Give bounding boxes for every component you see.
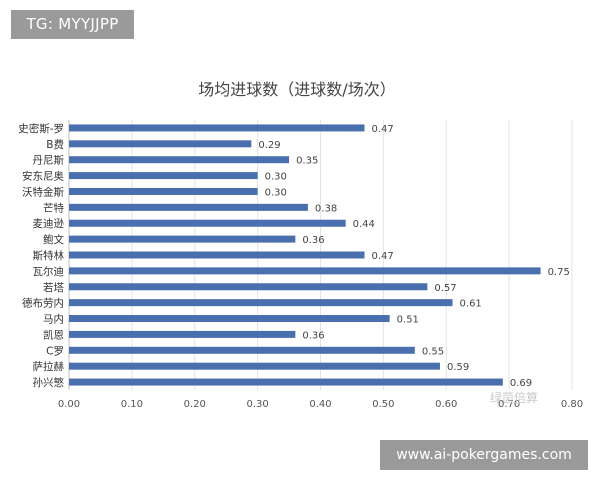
x-tick-label: 0.40 — [309, 399, 331, 410]
data-label: 0.47 — [372, 251, 394, 262]
category-label: 斯特林 — [33, 249, 65, 262]
bar — [69, 346, 415, 354]
category-label: 安东尼奥 — [22, 170, 64, 183]
bar — [69, 140, 252, 148]
category-label: C罗 — [46, 345, 64, 357]
website-badge: www.ai-pokergames.com — [380, 440, 588, 470]
bar — [69, 315, 390, 323]
data-label: 0.51 — [397, 315, 419, 326]
bar — [69, 378, 503, 386]
x-tick-label: 0.80 — [561, 399, 583, 410]
x-tick-label: 0.00 — [58, 399, 80, 410]
data-label: 0.75 — [548, 267, 570, 278]
x-tick-label: 0.30 — [246, 399, 268, 410]
data-label: 0.69 — [510, 378, 532, 389]
data-label: 0.36 — [302, 330, 324, 341]
bar — [69, 283, 428, 291]
category-labels: 史密斯-罗 B费丹尼斯安东尼奥沃特金斯芒特麦迪逊鲍文斯特林瓦尔迪若塔德布劳内马内凯… — [18, 122, 64, 389]
bar — [69, 251, 365, 259]
data-label: 0.44 — [353, 219, 375, 230]
category-label: 德布劳内 — [22, 297, 64, 310]
data-label: 0.30 — [265, 172, 287, 183]
x-tick-labels: 0.00 0.10 0.20 0.30 0.40 0.50 0.60 0.70 0.80 — [58, 399, 583, 410]
category-label: 凯恩 — [43, 328, 64, 341]
bar — [69, 219, 346, 227]
bar — [69, 330, 296, 338]
category-label: B费 — [46, 138, 64, 151]
data-label: 0.29 — [258, 140, 280, 151]
bar — [69, 362, 440, 370]
data-label: 0.47 — [372, 124, 394, 135]
bar — [69, 187, 258, 195]
data-label: 0.30 — [265, 187, 287, 198]
bar — [69, 299, 453, 307]
bar — [69, 203, 308, 211]
bar — [69, 172, 258, 180]
bar — [69, 156, 290, 164]
category-label: 孙兴慜 — [33, 376, 65, 389]
x-tick-label: 0.10 — [121, 399, 143, 410]
chart-title: 场均进球数（进球数/场次） — [198, 80, 395, 99]
bars — [69, 124, 541, 386]
bar — [69, 124, 365, 132]
x-tick-label: 0.60 — [435, 399, 457, 410]
category-label: 芒特 — [43, 201, 64, 214]
category-label: 马内 — [43, 313, 64, 326]
data-label: 0.35 — [296, 156, 318, 167]
data-labels: 0.47 0.29 0.35 0.30 0.30 0.38 0.44 0.36 0.47 0.75… — [258, 124, 569, 389]
x-tick-label: 0.50 — [372, 399, 394, 410]
category-label: 萨拉赫 — [33, 360, 65, 373]
category-label: 丹尼斯 — [33, 154, 65, 167]
data-label: 0.57 — [434, 283, 456, 294]
data-label: 0.59 — [447, 362, 469, 373]
category-label: 史密斯-罗 — [18, 122, 64, 135]
category-label: 麦迪逊 — [33, 218, 65, 230]
category-label: 若塔 — [43, 281, 64, 294]
bar — [69, 267, 541, 275]
data-label: 0.61 — [460, 299, 482, 310]
data-label: 0.38 — [315, 203, 337, 214]
category-label: 鲍文 — [43, 233, 64, 246]
bar — [69, 235, 296, 243]
category-label: 沃特金斯 — [22, 185, 64, 198]
watermark: 绿茵倍算 — [490, 390, 538, 405]
x-tick-label: 0.70 — [498, 399, 520, 410]
tg-badge: TG: MYYJJPP — [11, 10, 134, 39]
category-label: 瓦尔迪 — [33, 265, 65, 278]
x-tick-label: 0.20 — [184, 399, 206, 410]
data-label: 0.55 — [422, 346, 444, 357]
data-label: 0.36 — [302, 235, 324, 246]
